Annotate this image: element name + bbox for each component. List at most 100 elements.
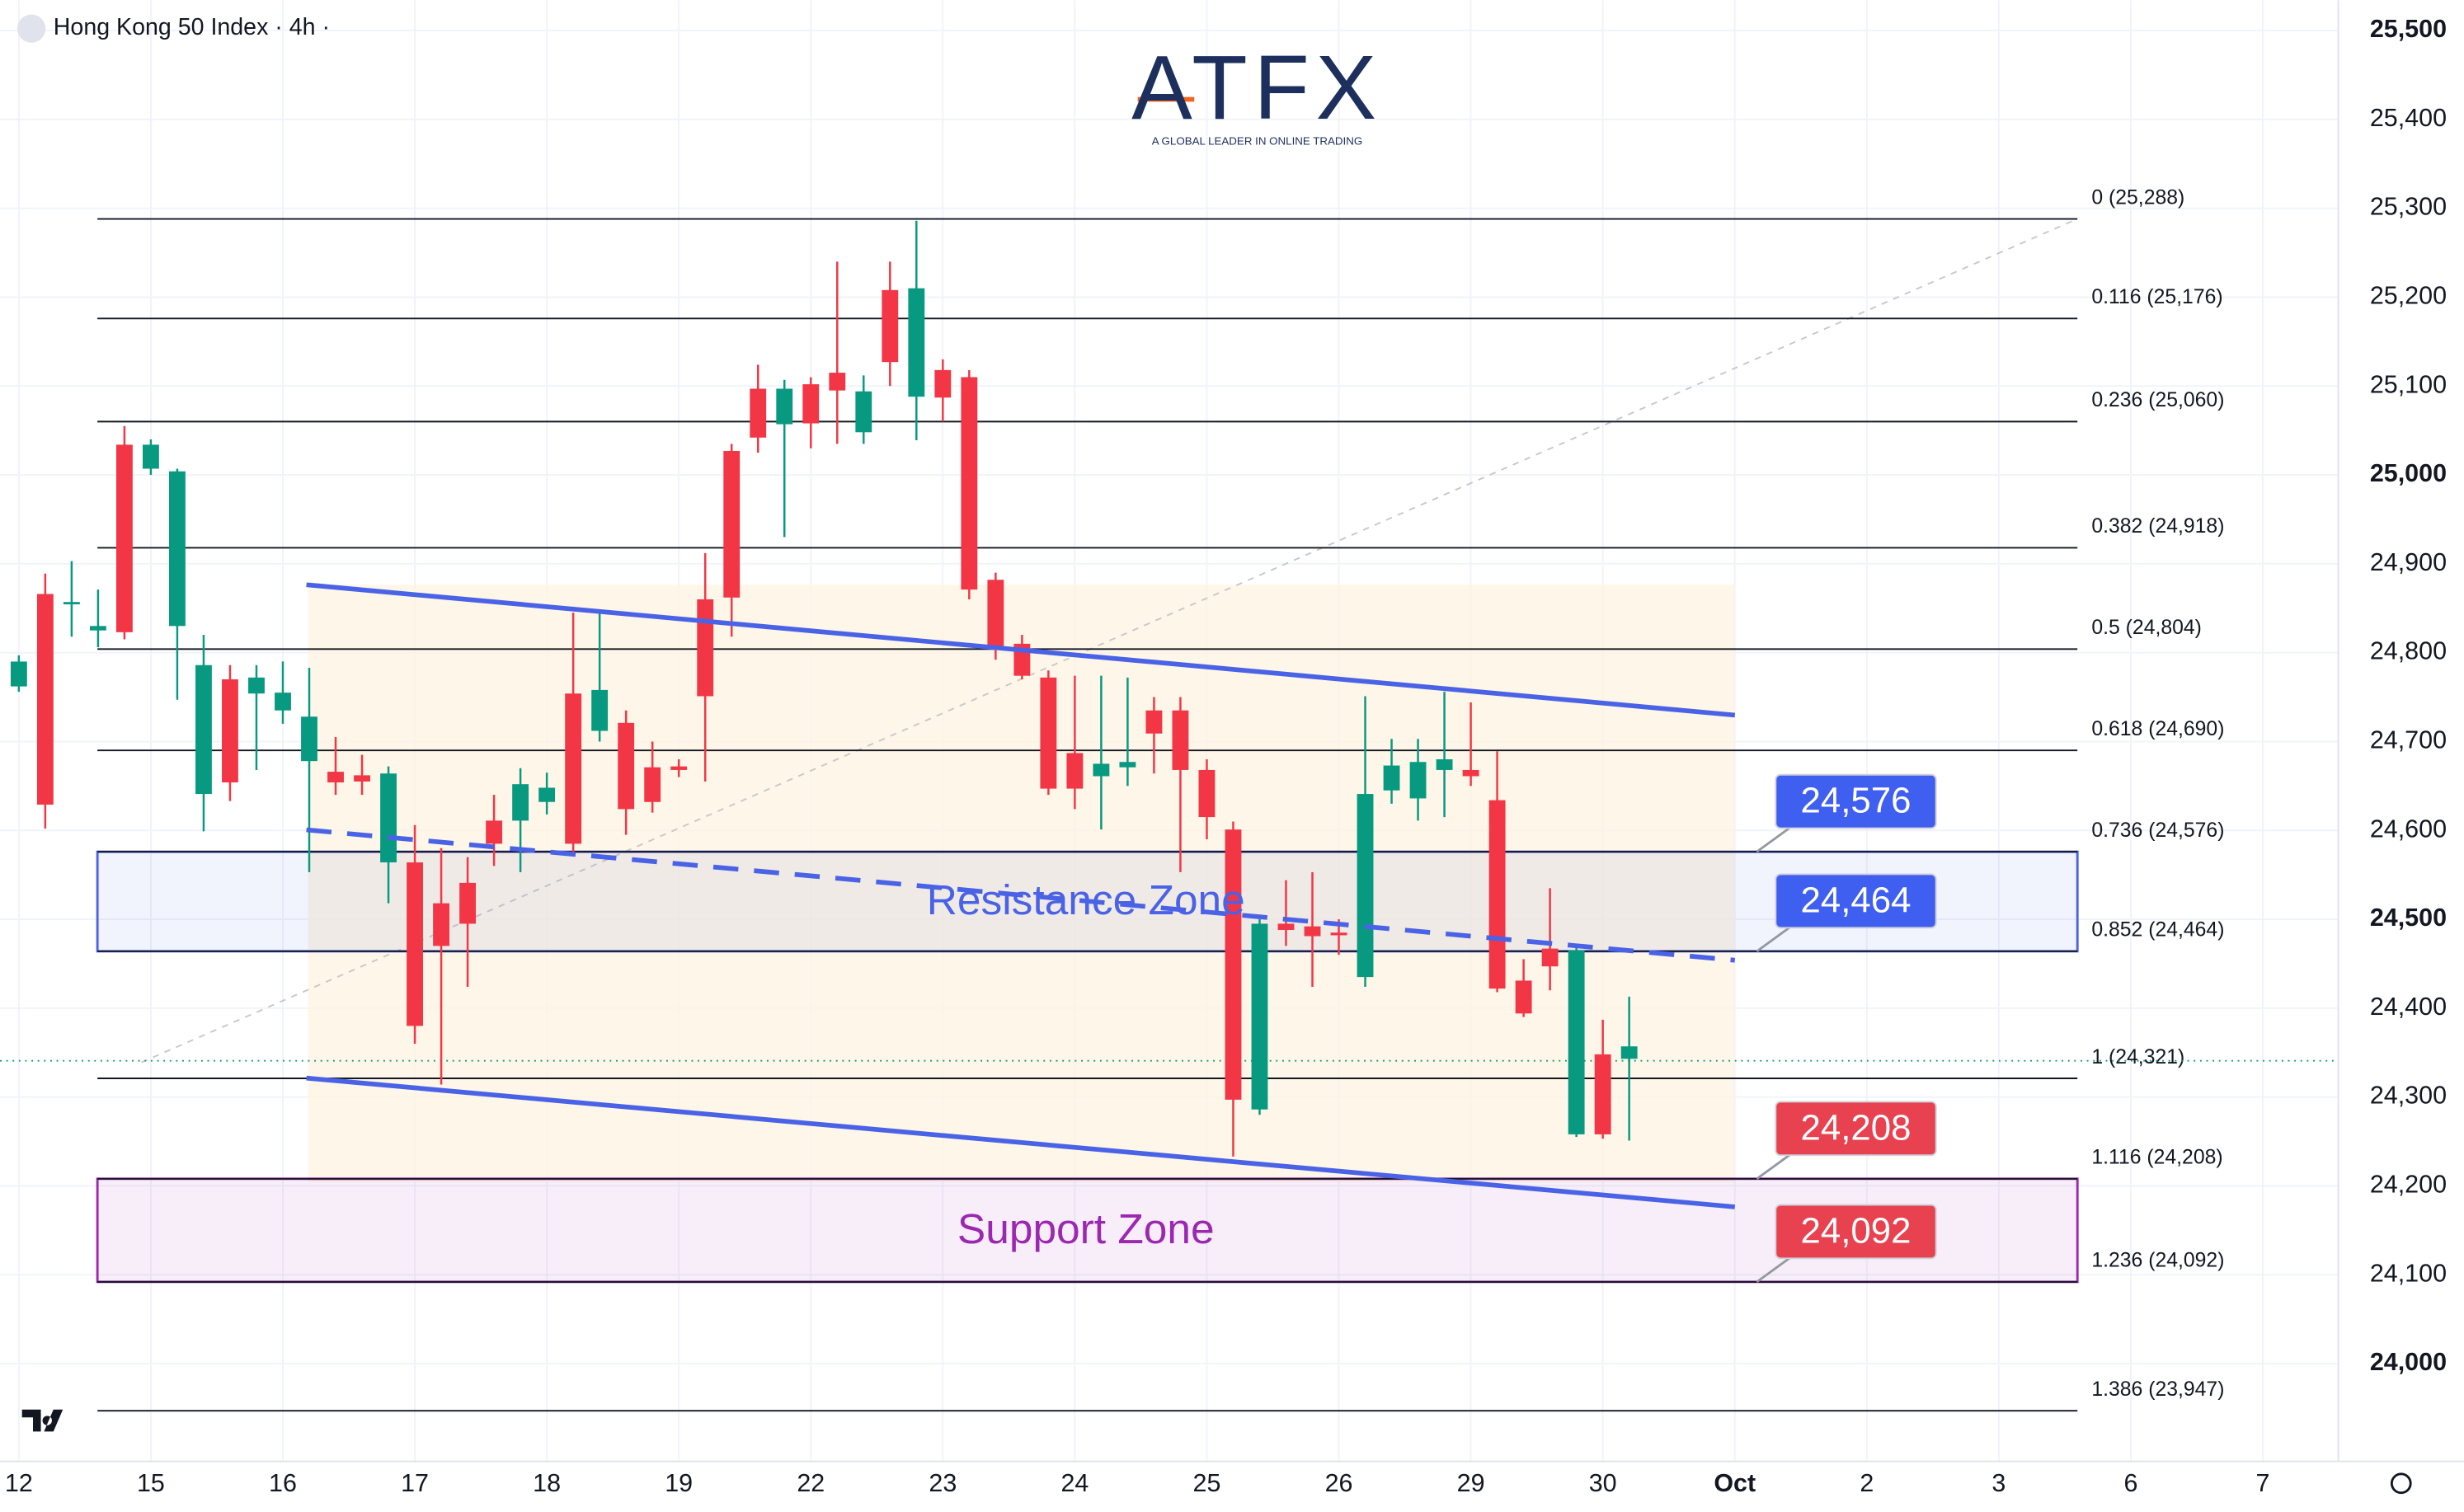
zones (96, 850, 2079, 1284)
x-tick-label: 26 (1325, 1469, 1353, 1497)
fib-label: 0.116 (25,176) (2091, 286, 2222, 308)
x-tick-label: 6 (2123, 1469, 2137, 1497)
x-tick-label: 18 (533, 1469, 561, 1497)
fib-label: 1.116 (24,208) (2091, 1147, 2222, 1169)
fib-label: 1.236 (24,092) (2091, 1250, 2224, 1272)
candle-body (143, 444, 159, 469)
candle-body (697, 599, 714, 697)
zone (96, 1177, 2079, 1284)
y-tick-label: 25,400 (2370, 104, 2447, 132)
candle-body (1145, 710, 1163, 734)
candle-body (670, 766, 688, 770)
x-tick-label: 25 (1193, 1469, 1221, 1497)
candle-body (459, 882, 477, 924)
candle-body (1198, 769, 1216, 818)
x-tick-label: 19 (665, 1469, 693, 1497)
candle-body (565, 693, 582, 844)
fib-label: 0.236 (25,060) (2091, 389, 2224, 411)
zone-label: Support Zone (957, 1204, 1215, 1252)
x-tick-label: 12 (5, 1469, 33, 1497)
candle-body (1620, 1046, 1638, 1059)
logo-tagline: A GLOBAL LEADER IN ONLINE TRADING (1152, 134, 1363, 147)
candle-body (301, 716, 317, 762)
candle-body (1304, 926, 1321, 937)
price-tag-pointer (1756, 925, 1793, 953)
candle-body (750, 388, 767, 438)
price-tag-pointer (1756, 1153, 1793, 1180)
channel-lower (306, 1075, 1736, 1209)
price-tag-label: 24,208 (1801, 1107, 1911, 1148)
fib-label: 1.386 (23,947) (2091, 1378, 2224, 1401)
candle-body (538, 787, 556, 802)
price-tag-label: 24,576 (1801, 781, 1911, 821)
candle-body (1251, 923, 1268, 1110)
candle-body (1568, 950, 1585, 1134)
candle-body (115, 444, 133, 632)
x-tick-label: 24 (1060, 1469, 1089, 1497)
y-tick-label: 25,500 (2370, 15, 2447, 43)
candle-body (802, 384, 820, 424)
channel-mid (306, 827, 1736, 963)
candle-body (908, 288, 925, 397)
candle-body (1225, 829, 1242, 1100)
candle-body (89, 626, 106, 631)
candles (10, 220, 1638, 1157)
x-axis: 12 15 16 17 18 19 22 23 24 25 26 29 30 Oct 2 3 6 7 (5, 1469, 2270, 1497)
candle-body (486, 820, 503, 844)
fib-label: 1 (24,321) (2091, 1046, 2184, 1068)
candle-body (776, 388, 793, 425)
tv-logo[interactable] (21, 1409, 63, 1432)
y-tick-label: 24,300 (2370, 1082, 2447, 1110)
candle-body (248, 677, 265, 694)
candle-body (934, 369, 952, 398)
y-tick-label: 24,000 (2370, 1348, 2447, 1376)
y-tick-label: 24,200 (2370, 1170, 2447, 1198)
y-tick-label: 24,600 (2370, 815, 2447, 843)
price-tag-box (1775, 773, 1937, 829)
x-tick-label: 22 (797, 1469, 825, 1497)
candle-body (829, 373, 846, 391)
candle-body (618, 722, 635, 810)
y-tick-label: 24,400 (2370, 993, 2447, 1021)
candle-body (1383, 765, 1400, 791)
channel-upper (306, 582, 1736, 718)
candle-body (10, 661, 27, 687)
candle-body (1462, 769, 1479, 777)
price-tag-label: 24,464 (1801, 880, 1911, 920)
x-tick-label: 16 (269, 1469, 297, 1497)
candle-body (644, 767, 661, 802)
x-tick-label: Oct (1714, 1469, 1756, 1497)
candle-body (380, 773, 397, 863)
candle-body (222, 679, 238, 783)
y-tick-label: 24,500 (2370, 904, 2447, 932)
candle-body (36, 594, 54, 805)
candle-body (433, 903, 449, 946)
x-tick-label: 29 (1457, 1469, 1485, 1497)
candle-body (1594, 1054, 1611, 1134)
y-tick-label: 24,800 (2370, 637, 2447, 665)
fib-label: 0.736 (24,576) (2091, 819, 2224, 842)
fib-label: 0 (25,288) (2091, 186, 2184, 209)
candle-body (1119, 762, 1136, 768)
candle-body (591, 689, 609, 731)
candle-body (1436, 759, 1453, 770)
chart-title: Hong Kong 50 Index · 4h · (54, 14, 330, 40)
settings-icon[interactable] (2390, 1472, 2412, 1495)
x-tick-label: 7 (2256, 1469, 2270, 1497)
candle-body (195, 664, 212, 795)
candle-body (1066, 753, 1084, 789)
candle-body (407, 862, 423, 1026)
candle-body (1040, 677, 1057, 789)
candle-body (723, 450, 741, 598)
candle-body (961, 377, 978, 590)
fib-label: 0.852 (24,464) (2091, 919, 2224, 941)
logo: ATFX (1131, 37, 1383, 139)
x-tick-label: 3 (1991, 1469, 2006, 1497)
price-tag-pointer (1756, 825, 1793, 853)
candle-body (1515, 980, 1532, 1014)
fib-label: 0.618 (24,690) (2091, 718, 2224, 740)
candle-body (512, 784, 529, 821)
y-tick-label: 25,200 (2370, 281, 2447, 309)
